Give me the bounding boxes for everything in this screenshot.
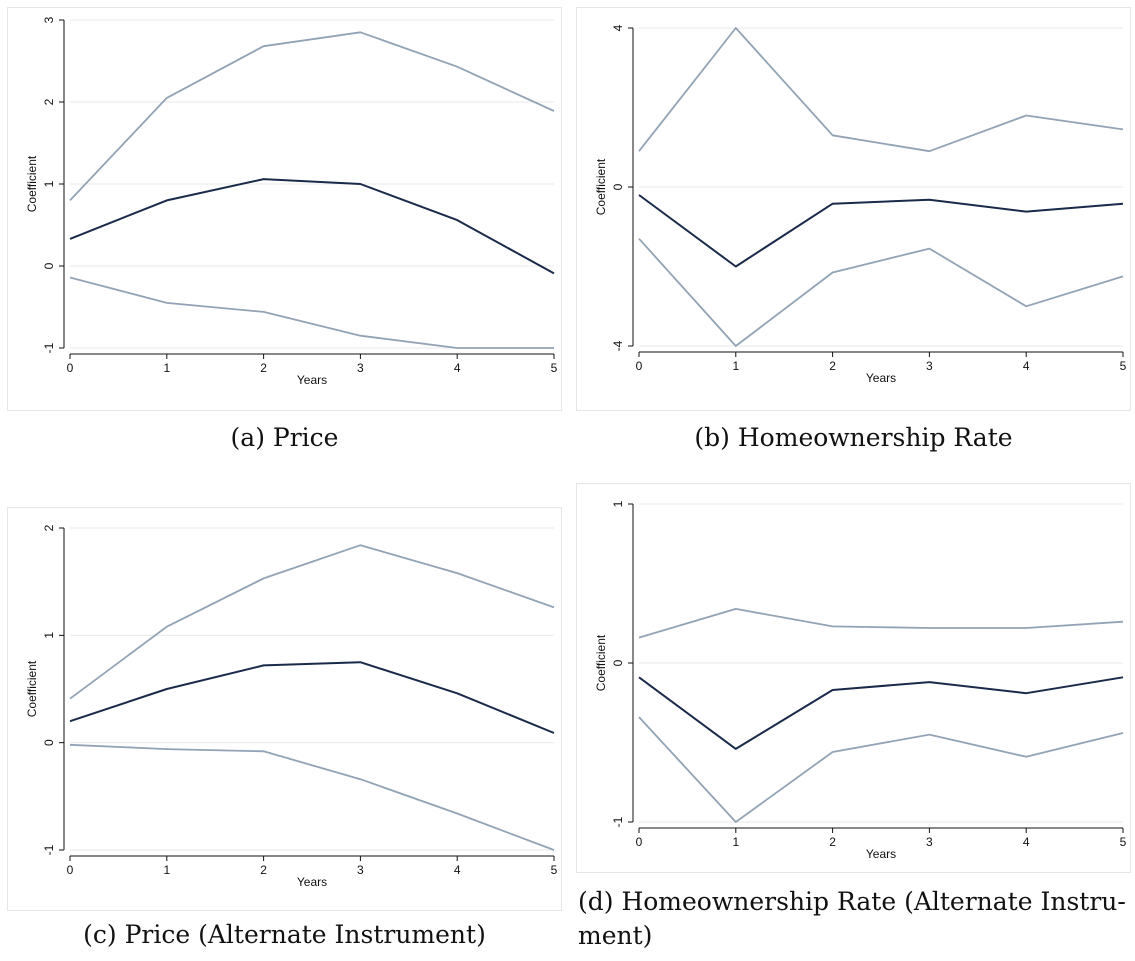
- x-tick-label: 3: [926, 359, 933, 373]
- x-tick-label: 4: [1023, 835, 1030, 849]
- y-tick-label: 3: [42, 16, 56, 23]
- series-line-upper-bound: [638, 27, 1124, 153]
- y-tick-label: 0: [42, 262, 56, 269]
- y-axis-title: Coefficient: [25, 660, 39, 717]
- y-axis-title: Coefficient: [594, 158, 608, 215]
- x-tick-label: 0: [67, 361, 74, 375]
- y-axis-title: Coefficient: [25, 155, 39, 212]
- x-tick-label: 4: [1023, 359, 1030, 373]
- y-tick-label: 0: [611, 183, 625, 190]
- x-tick-label: 3: [357, 361, 364, 375]
- caption-price-alternate: (c) Price (Alternate Instrument): [83, 920, 486, 949]
- x-axis-title: Years: [297, 373, 327, 387]
- series-line-estimate: [69, 178, 555, 275]
- series-line-upper-bound: [69, 544, 555, 700]
- x-axis-title: Years: [866, 371, 896, 385]
- x-tick-label: 0: [67, 863, 74, 877]
- x-tick-label: 1: [163, 863, 170, 877]
- y-tick-label: -1: [611, 816, 625, 827]
- x-tick-label: 2: [829, 835, 836, 849]
- series-line-lower-bound: [638, 238, 1124, 347]
- chart-panel-homeownership-rate: -4 0 4 0 1 2 3 4 5 Years Coefficient: [576, 7, 1131, 411]
- x-tick-label: 4: [454, 361, 461, 375]
- y-tick-label: 4: [611, 24, 625, 31]
- series-line-upper-bound: [638, 608, 1124, 639]
- x-tick-label: 5: [551, 863, 558, 877]
- x-tick-label: 0: [636, 835, 643, 849]
- chart-panel-price-alternate: -1 0 1 2 0 1 2 3 4 5 Years Coefficient: [7, 507, 562, 911]
- y-tick-label: 2: [42, 524, 56, 531]
- x-tick-label: 2: [260, 361, 267, 375]
- chart-svg-price: -1 0 1 2 3 0 1 2 3 4 5 Years Coefficient: [25, 16, 558, 387]
- x-tick-label: 4: [454, 863, 461, 877]
- y-tick-label: 1: [42, 632, 56, 639]
- series-line-estimate: [638, 194, 1124, 268]
- y-tick-label: -1: [42, 844, 56, 855]
- y-tick-label: 2: [42, 98, 56, 105]
- x-tick-label: 5: [551, 361, 558, 375]
- y-tick-label: 1: [611, 500, 625, 507]
- y-tick-label: -4: [611, 340, 625, 351]
- x-tick-label: 0: [636, 359, 643, 373]
- caption-homeownership-alternate: (d) Homeownership Rate (Alternate Instru…: [578, 887, 1126, 950]
- chart-panel-price: -1 0 1 2 3 0 1 2 3 4 5 Years Coefficient: [7, 7, 562, 411]
- x-tick-label: 3: [926, 835, 933, 849]
- x-tick-label: 2: [829, 359, 836, 373]
- y-tick-label: 1: [42, 180, 56, 187]
- x-tick-label: 5: [1120, 835, 1127, 849]
- y-tick-label: 0: [611, 659, 625, 666]
- series-line-upper-bound: [69, 31, 555, 202]
- y-tick-label: 0: [42, 739, 56, 746]
- caption-homeownership-rate: (b) Homeownership Rate: [694, 423, 1013, 452]
- x-tick-label: 1: [732, 359, 739, 373]
- x-tick-label: 1: [732, 835, 739, 849]
- chart-svg-homeownership-rate: -4 0 4 0 1 2 3 4 5 Years Coefficient: [594, 24, 1127, 385]
- series-line-lower-bound: [69, 276, 554, 349]
- chart-svg-homeownership-alternate: -1 0 1 0 1 2 3 4 5 Years Coefficient: [594, 500, 1127, 861]
- x-axis-title: Years: [866, 847, 896, 861]
- series-line-estimate: [69, 661, 555, 734]
- series-line-lower-bound: [638, 716, 1124, 823]
- x-tick-label: 1: [163, 361, 170, 375]
- chart-panel-homeownership-alternate: -1 0 1 0 1 2 3 4 5 Years Coefficient: [576, 483, 1131, 873]
- series-line-lower-bound: [69, 743, 555, 851]
- y-tick-label: -1: [42, 342, 56, 353]
- y-axis-title: Coefficient: [594, 634, 608, 691]
- chart-svg-price-alternate: -1 0 1 2 0 1 2 3 4 5 Years Coefficient: [25, 524, 558, 889]
- x-tick-label: 3: [357, 863, 364, 877]
- x-tick-label: 2: [260, 863, 267, 877]
- caption-price: (a) Price: [230, 423, 339, 452]
- x-tick-label: 5: [1120, 359, 1127, 373]
- series-line-estimate: [638, 676, 1124, 750]
- x-axis-title: Years: [297, 875, 327, 889]
